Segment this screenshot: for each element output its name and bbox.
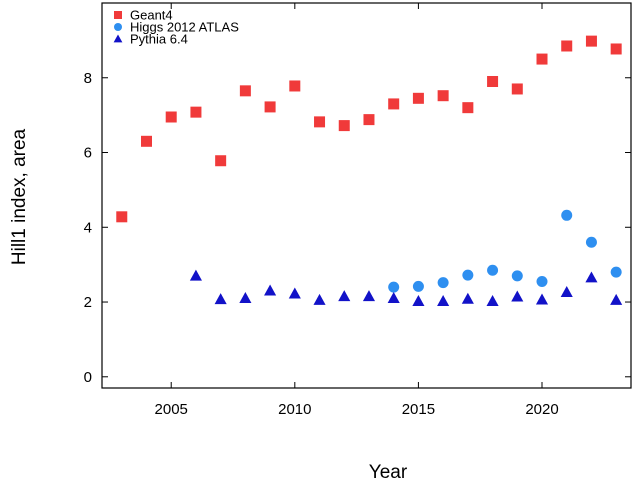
pythia-6-4-point (511, 290, 524, 302)
legend-marker-higgs-2012-atlas (114, 23, 122, 31)
higgs-2012-atlas-point (561, 209, 573, 221)
geant4-point (215, 155, 227, 167)
higgs-2012-atlas-point (511, 270, 523, 282)
pythia-6-4-point (486, 295, 499, 306)
pythia-6-4-point (189, 269, 202, 281)
legend-marker-pythia-6-4 (113, 34, 123, 43)
x-tick-label: 2020 (525, 401, 558, 418)
higgs-2012-atlas-point (412, 280, 424, 292)
pythia-6-4-point (338, 290, 351, 302)
pythia-6-4-point (437, 295, 450, 306)
legend-label-higgs-2012-atlas: Higgs 2012 ATLAS (130, 20, 239, 35)
pythia-6-4-point (461, 292, 474, 304)
legend-label-pythia-6-4: Pythia 6.4 (130, 32, 188, 47)
geant4-point (610, 43, 622, 55)
geant4-point (511, 83, 523, 95)
pythia-6-4-point (387, 292, 400, 303)
x-axis-title: Year (369, 462, 408, 483)
x-axis-ticks: 2005 2010 2015 2020 (155, 3, 559, 418)
geant4-point (338, 120, 350, 132)
pythia-6-4-point (585, 271, 598, 283)
geant4-point (116, 211, 128, 223)
higgs-2012-atlas-point (388, 281, 400, 293)
legend-marker-geant4 (114, 11, 122, 19)
geant4-point (165, 111, 177, 123)
geant4-point (462, 102, 474, 114)
y-axis-title: Hill1 index, area (9, 128, 30, 265)
y-tick-label: 6 (84, 145, 92, 162)
geant4-point (140, 135, 152, 147)
y-tick-label: 2 (84, 294, 92, 311)
pythia-6-4-point (264, 284, 277, 296)
pythia-6-4-point (313, 293, 326, 305)
geant4-point (585, 35, 597, 47)
geant4-point (363, 114, 375, 126)
geant4-point (239, 85, 251, 97)
y-tick-label: 0 (84, 369, 92, 386)
geant4-point (437, 90, 449, 102)
pythia-6-4-point (535, 293, 549, 305)
pythia-6-4-point (412, 295, 425, 306)
geant4-point (289, 80, 301, 92)
pythia-6-4-point (288, 287, 301, 299)
legend-label-geant4: Geant4 (130, 8, 173, 23)
x-tick-label: 2010 (278, 401, 311, 418)
pythia-6-4-point (239, 292, 252, 303)
y-axis-ticks: 0 2 4 6 8 (84, 70, 631, 386)
higgs-2012-atlas-point (610, 266, 622, 278)
geant4-point (536, 53, 548, 65)
geant4-point (264, 101, 276, 113)
geant4-point (388, 98, 400, 110)
pythia-6-4-point (362, 290, 376, 302)
pythia-6-4-point (560, 286, 573, 298)
pythia-6-4-point (214, 293, 227, 305)
data-marks (116, 35, 623, 306)
higgs-2012-atlas-point (437, 277, 449, 289)
geant4-point (561, 40, 573, 52)
geant4-point (314, 116, 326, 128)
higgs-2012-atlas-point (462, 269, 474, 281)
higgs-2012-atlas-point (585, 236, 597, 248)
x-tick-label: 2015 (402, 401, 435, 418)
geant4-point (487, 75, 499, 87)
y-tick-label: 8 (84, 70, 92, 87)
y-tick-label: 4 (84, 219, 92, 236)
plot-frame (101, 2, 632, 389)
geant4-point (190, 106, 202, 118)
higgs-2012-atlas-point (536, 275, 548, 287)
geant4-point (412, 92, 424, 104)
pythia-6-4-point (610, 293, 623, 305)
higgs-2012-atlas-point (487, 264, 499, 276)
x-tick-label: 2005 (155, 401, 188, 418)
